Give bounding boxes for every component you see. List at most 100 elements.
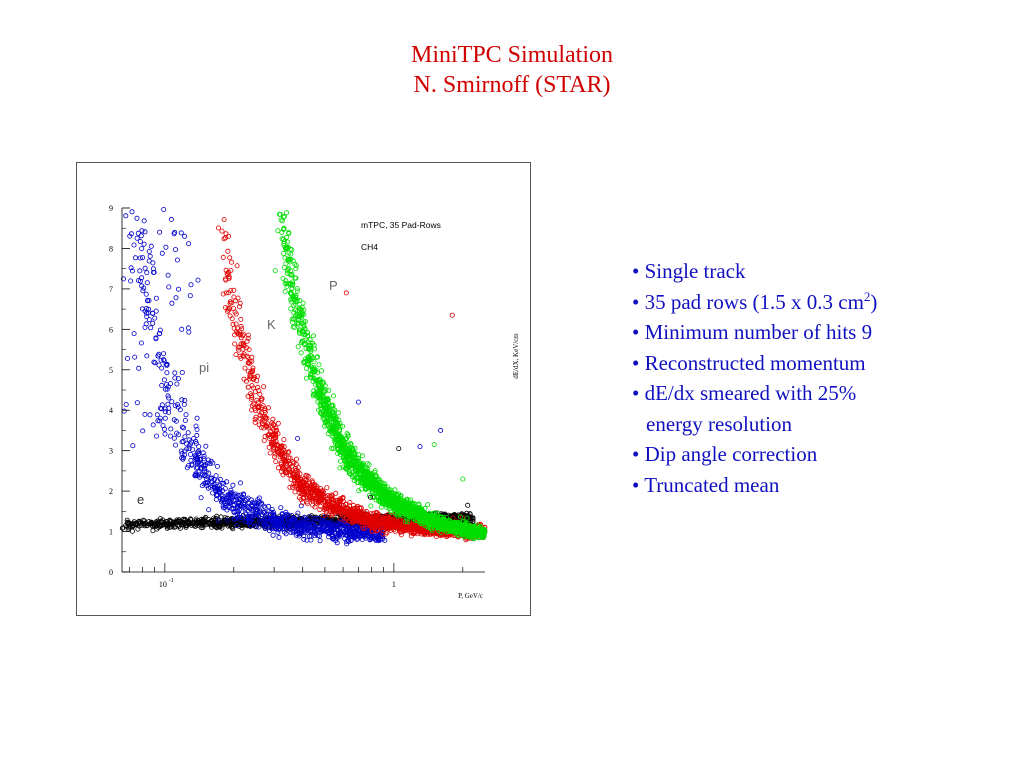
data-point — [134, 400, 140, 406]
data-point — [318, 368, 324, 374]
data-point — [150, 320, 156, 326]
data-point — [235, 295, 241, 301]
data-point — [186, 241, 192, 247]
data-point — [161, 351, 167, 357]
data-point — [185, 325, 191, 331]
data-point — [301, 536, 307, 542]
data-point — [194, 465, 200, 471]
data-point — [156, 362, 162, 368]
data-point — [192, 473, 198, 479]
data-point — [237, 480, 243, 486]
data-point — [218, 514, 224, 520]
data-point — [164, 370, 170, 376]
points-layer — [119, 207, 488, 547]
data-point — [376, 536, 382, 542]
data-point — [152, 315, 158, 321]
data-point — [261, 438, 267, 444]
data-point — [295, 344, 301, 350]
data-point — [175, 404, 181, 410]
data-point — [230, 482, 236, 488]
data-point — [196, 448, 202, 454]
data-point — [144, 270, 150, 276]
data-point — [193, 460, 199, 466]
data-point — [267, 450, 273, 456]
data-point — [142, 411, 148, 417]
data-point — [140, 517, 146, 523]
data-point — [201, 453, 207, 459]
data-point — [165, 521, 171, 527]
data-point — [261, 510, 267, 516]
data-point — [279, 515, 285, 521]
data-point — [242, 365, 248, 371]
data-point — [235, 492, 241, 498]
data-point — [217, 476, 223, 482]
data-point — [185, 430, 191, 436]
data-point — [315, 516, 321, 522]
data-point — [132, 354, 138, 360]
data-point — [346, 526, 352, 532]
data-point — [173, 442, 179, 448]
data-point — [281, 526, 287, 532]
data-point — [130, 522, 136, 528]
data-point — [307, 514, 313, 520]
data-point — [199, 461, 205, 467]
data-point — [214, 478, 220, 484]
data-point — [178, 448, 184, 454]
data-point — [125, 521, 131, 527]
data-point — [252, 510, 258, 516]
data-point — [172, 370, 178, 376]
data-point — [177, 525, 183, 531]
data-point — [219, 228, 225, 234]
data-point — [179, 450, 185, 456]
data-point — [281, 529, 287, 535]
data-point — [182, 434, 188, 440]
data-point — [273, 459, 279, 465]
data-point — [231, 287, 237, 293]
data-point — [137, 255, 143, 261]
slide-title-line2: N. Smirnoff (STAR) — [413, 72, 611, 98]
data-point — [143, 291, 149, 297]
data-point — [130, 443, 136, 449]
data-point — [279, 511, 285, 517]
data-point — [178, 230, 184, 236]
data-point — [162, 431, 168, 437]
data-point — [232, 498, 238, 504]
data-point — [342, 532, 348, 538]
data-point — [137, 268, 143, 274]
data-point — [242, 522, 248, 528]
series-k — [215, 217, 488, 543]
data-point — [308, 533, 314, 539]
data-point — [129, 528, 135, 534]
data-point — [123, 213, 129, 219]
data-point — [204, 480, 210, 486]
data-point — [147, 521, 153, 527]
data-point — [140, 428, 146, 434]
data-point — [187, 293, 193, 299]
data-point — [162, 415, 168, 421]
data-point — [135, 230, 141, 236]
data-point — [181, 425, 187, 431]
data-point — [310, 333, 316, 339]
data-point — [221, 520, 227, 526]
data-point — [312, 533, 318, 539]
data-point — [166, 284, 172, 290]
data-point — [144, 353, 150, 359]
data-point — [139, 306, 145, 312]
data-point — [231, 294, 237, 300]
data-point — [174, 257, 180, 263]
data-point — [324, 485, 330, 491]
data-point — [231, 325, 237, 331]
data-point — [275, 529, 281, 535]
data-point — [157, 229, 163, 235]
data-point — [293, 456, 299, 462]
data-point — [135, 526, 141, 532]
data-point — [266, 528, 272, 534]
data-point — [179, 397, 185, 403]
data-point — [179, 326, 185, 332]
data-point — [141, 520, 147, 526]
data-point — [221, 236, 227, 242]
data-point — [211, 477, 217, 483]
data-point — [137, 239, 143, 245]
data-point — [203, 469, 209, 475]
data-point — [165, 393, 171, 399]
